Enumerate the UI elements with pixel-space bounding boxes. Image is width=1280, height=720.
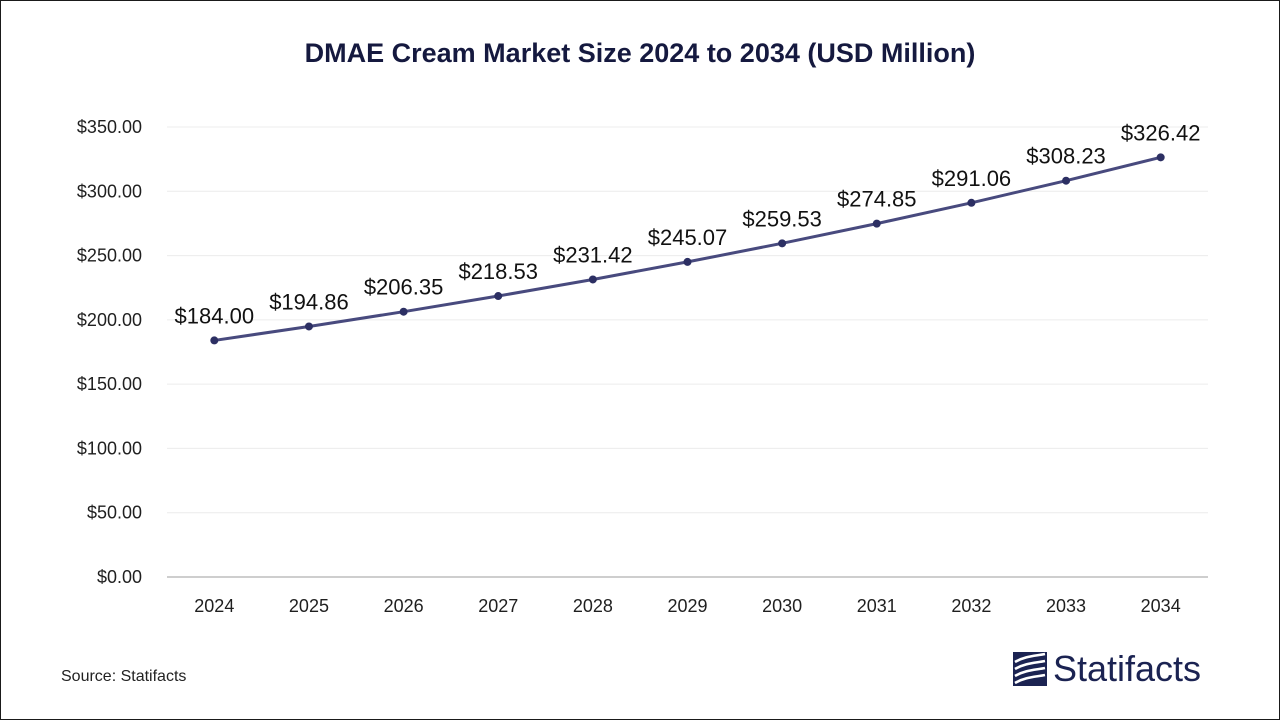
data-label: $259.53	[742, 206, 822, 231]
data-point	[399, 307, 408, 316]
data-point	[494, 292, 503, 301]
data-label: $206.35	[364, 275, 444, 300]
y-tick-label: $100.00	[77, 438, 142, 458]
x-tick-label: 2024	[194, 596, 234, 616]
y-tick-label: $250.00	[77, 246, 142, 266]
y-tick-label: $50.00	[87, 503, 142, 523]
data-label: $245.07	[648, 225, 728, 250]
chart-title: DMAE Cream Market Size 2024 to 2034 (USD…	[304, 38, 976, 68]
data-label: $291.06	[932, 166, 1012, 191]
data-label: $218.53	[458, 259, 538, 284]
x-tick-label: 2027	[478, 596, 518, 616]
data-point	[872, 219, 881, 228]
x-tick-label: 2029	[667, 596, 707, 616]
x-tick-label: 2030	[762, 596, 802, 616]
data-point	[778, 239, 787, 248]
data-label: $326.42	[1121, 120, 1201, 145]
data-point	[1156, 153, 1165, 162]
x-tick-label: 2026	[384, 596, 424, 616]
data-label: $194.86	[269, 289, 349, 314]
y-tick-label: $350.00	[77, 117, 142, 137]
y-tick-label: $0.00	[97, 567, 142, 587]
x-tick-label: 2034	[1141, 596, 1181, 616]
x-tick-label: 2033	[1046, 596, 1086, 616]
data-point	[304, 322, 313, 331]
data-point	[683, 257, 692, 266]
data-label: $184.00	[175, 303, 255, 328]
data-label: $231.42	[553, 242, 633, 267]
x-tick-label: 2031	[857, 596, 897, 616]
data-point	[588, 275, 597, 284]
source-note: Source: Statifacts	[61, 668, 187, 685]
data-point	[1062, 176, 1071, 185]
y-tick-label: $200.00	[77, 310, 142, 330]
x-tick-label: 2028	[573, 596, 613, 616]
x-tick-label: 2025	[289, 596, 329, 616]
statifacts-logo-icon	[1013, 652, 1047, 686]
data-point	[967, 198, 976, 207]
data-label: $274.85	[837, 187, 917, 212]
y-tick-label: $300.00	[77, 181, 142, 201]
data-label: $308.23	[1026, 144, 1106, 169]
x-tick-label: 2032	[951, 596, 991, 616]
statifacts-logo-text: Statifacts	[1053, 648, 1202, 689]
data-point	[210, 336, 219, 345]
y-tick-label: $150.00	[77, 374, 142, 394]
